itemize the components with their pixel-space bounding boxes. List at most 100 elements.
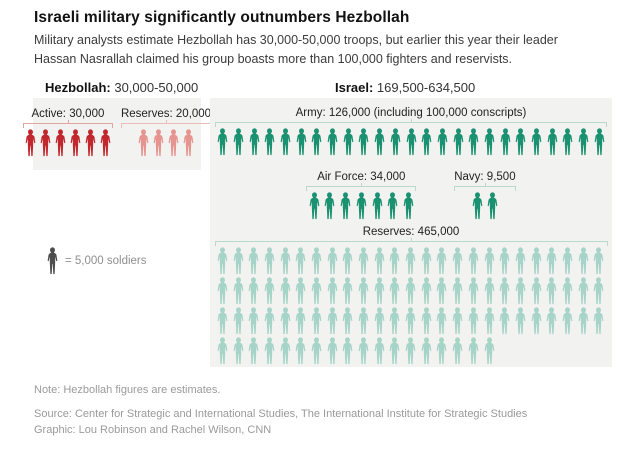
soldier-icon [403, 277, 419, 305]
soldier-icon [575, 307, 591, 335]
hezbollah-active-label: Active: 30,000 [31, 108, 105, 120]
soldier-icon [309, 277, 325, 305]
hezbollah-section-header: Hezbollah: 30,000-50,000 [45, 80, 198, 95]
soldier-icon [450, 128, 466, 156]
soldier-icon [485, 192, 501, 220]
soldier-icon [356, 247, 372, 275]
soldier-icon [340, 307, 356, 335]
soldier-icon [560, 307, 576, 335]
soldier-icon [324, 277, 340, 305]
soldier-icon [466, 307, 482, 335]
soldier-icon [450, 337, 466, 365]
soldier-icon [434, 307, 450, 335]
soldier-icon [591, 307, 607, 335]
soldier-icon [293, 247, 309, 275]
footer-note: Note: Hezbollah figures are estimates. [34, 384, 221, 396]
soldier-icon [497, 277, 513, 305]
soldier-icon [481, 307, 497, 335]
israel-army-group: Army: 126,000 (including 100,000 conscri… [214, 107, 608, 156]
soldier-icon [309, 337, 325, 365]
soldier-icon [324, 307, 340, 335]
soldier-icon [353, 192, 369, 220]
soldier-icon [419, 128, 435, 156]
israel-reserves-label: Reserves: 465,000 [362, 226, 460, 238]
soldier-icon [309, 307, 325, 335]
israel-airforce-icons [306, 192, 416, 220]
soldier-icon [340, 128, 356, 156]
legend-label: = 5,000 soldiers [65, 254, 147, 267]
soldier-icon [277, 277, 293, 305]
soldier-icon [481, 247, 497, 275]
soldier-icon [262, 337, 278, 365]
soldier-icon [544, 307, 560, 335]
hezbollah-panel: Active: 30,000 Reserves: 20,000 [22, 98, 212, 170]
soldier-icon [83, 129, 98, 157]
hezbollah-header-value: 30,000-50,000 [110, 80, 199, 95]
soldier-icon [450, 307, 466, 335]
soldier-icon [53, 129, 68, 157]
soldier-icon [277, 307, 293, 335]
soldier-icon [277, 337, 293, 365]
soldier-icon [262, 307, 278, 335]
soldier-icon [262, 247, 278, 275]
soldier-icon [356, 128, 372, 156]
hezbollah-active-bracket [22, 120, 113, 128]
page-title: Israeli military significantly outnumber… [34, 9, 410, 26]
soldier-icon [575, 277, 591, 305]
soldier-icon [387, 247, 403, 275]
legend-soldier-icon-wrap [45, 246, 59, 275]
soldier-icon [98, 129, 113, 157]
soldier-icon [340, 337, 356, 365]
israel-mid-row: Air Force: 34,000 Navy: 9,500 [306, 171, 516, 220]
israel-section-header: Israel: 169,500-634,500 [335, 80, 475, 95]
soldier-icon [45, 246, 59, 275]
soldier-icon [372, 128, 388, 156]
soldier-icon [246, 277, 262, 305]
soldier-icon [466, 277, 482, 305]
israel-reserves-bracket [214, 238, 608, 246]
hezbollah-active-group: Active: 30,000 [22, 108, 113, 157]
soldier-icon [435, 128, 451, 156]
soldier-icon [591, 128, 607, 156]
soldier-icon [371, 277, 387, 305]
israel-reserves-icons [215, 247, 608, 365]
hezbollah-reserves-icons [136, 129, 196, 157]
israel-navy-icons [469, 192, 500, 220]
soldier-icon [560, 277, 576, 305]
soldier-icon [513, 247, 529, 275]
soldier-icon [466, 247, 482, 275]
soldier-icon [403, 247, 419, 275]
soldier-icon [481, 337, 497, 365]
soldier-icon [560, 247, 576, 275]
soldier-icon [466, 337, 482, 365]
soldier-icon [325, 128, 341, 156]
israel-airforce-label: Air Force: 34,000 [317, 171, 406, 183]
hezbollah-reserves-label: Reserves: 20,000 [120, 108, 212, 120]
israel-army-bracket [214, 119, 608, 127]
soldier-icon [528, 247, 544, 275]
soldier-icon [262, 128, 278, 156]
soldier-icon [403, 337, 419, 365]
soldier-icon [497, 128, 513, 156]
soldier-icon [340, 277, 356, 305]
soldier-icon [466, 128, 482, 156]
soldier-icon [528, 277, 544, 305]
soldier-icon [418, 277, 434, 305]
soldier-icon [497, 247, 513, 275]
soldier-icon [338, 192, 354, 220]
soldier-icon [401, 192, 417, 220]
soldier-icon [591, 277, 607, 305]
soldier-icon [215, 337, 231, 365]
soldier-icon [215, 128, 231, 156]
soldier-icon [575, 247, 591, 275]
soldier-icon [230, 307, 246, 335]
soldier-icon [324, 247, 340, 275]
soldier-icon [246, 337, 262, 365]
soldier-icon [387, 307, 403, 335]
hezbollah-reserves-bracket [120, 120, 212, 128]
israel-reserves-group: Reserves: 465,000 [214, 226, 608, 365]
soldier-icon [434, 337, 450, 365]
israel-navy-label: Navy: 9,500 [454, 171, 516, 183]
soldier-icon [38, 129, 53, 157]
